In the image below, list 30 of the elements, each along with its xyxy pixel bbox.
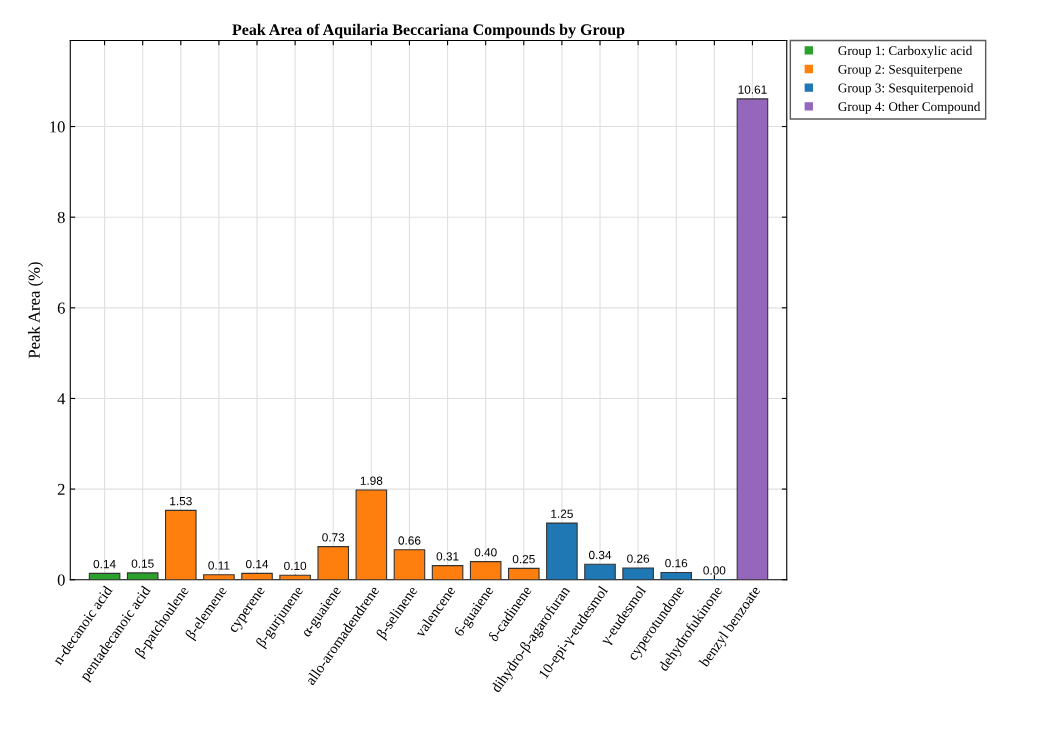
- data-label: 0.00: [703, 566, 726, 575]
- legend-label: Group 4: Other Compound: [838, 101, 981, 114]
- data-label: 1.98: [360, 476, 383, 485]
- y-tick-label: 2: [57, 483, 65, 495]
- data-label: 10.61: [738, 85, 767, 94]
- legend-label: Group 2: Sesquiterpene: [838, 64, 962, 77]
- data-label: 0.14: [93, 559, 116, 569]
- data-label: 0.16: [665, 559, 688, 568]
- data-label: 0.26: [627, 554, 650, 563]
- y-tick-label: 6: [57, 302, 65, 314]
- y-tick-label: 10: [50, 121, 65, 133]
- data-label: 0.15: [131, 559, 154, 568]
- data-label: 0.73: [322, 533, 345, 542]
- data-label: 0.25: [512, 554, 535, 564]
- legend-label: Group 1: Carboxylic acid: [838, 45, 973, 58]
- y-tick-label: 4: [57, 393, 66, 405]
- data-label: 0.66: [398, 536, 421, 545]
- data-label: 0.34: [588, 550, 612, 560]
- chart-title: Peak Area of Aquilaria Beccariana Compounds by Group: [232, 23, 625, 39]
- data-label: 0.40: [474, 548, 497, 557]
- data-label: 0.10: [284, 561, 307, 571]
- y-tick-label: 8: [57, 211, 65, 224]
- legend-label: Group 3: Sesquiterpenoid: [838, 83, 974, 96]
- data-label: 0.31: [436, 552, 459, 561]
- y-tick-label: 0: [57, 574, 65, 586]
- data-label: 1.53: [170, 496, 192, 506]
- data-label: 1.25: [551, 509, 573, 518]
- data-label: 0.14: [246, 559, 269, 569]
- y-axis-title: Peak Area (%): [28, 262, 44, 359]
- data-label: 0.11: [208, 561, 230, 570]
